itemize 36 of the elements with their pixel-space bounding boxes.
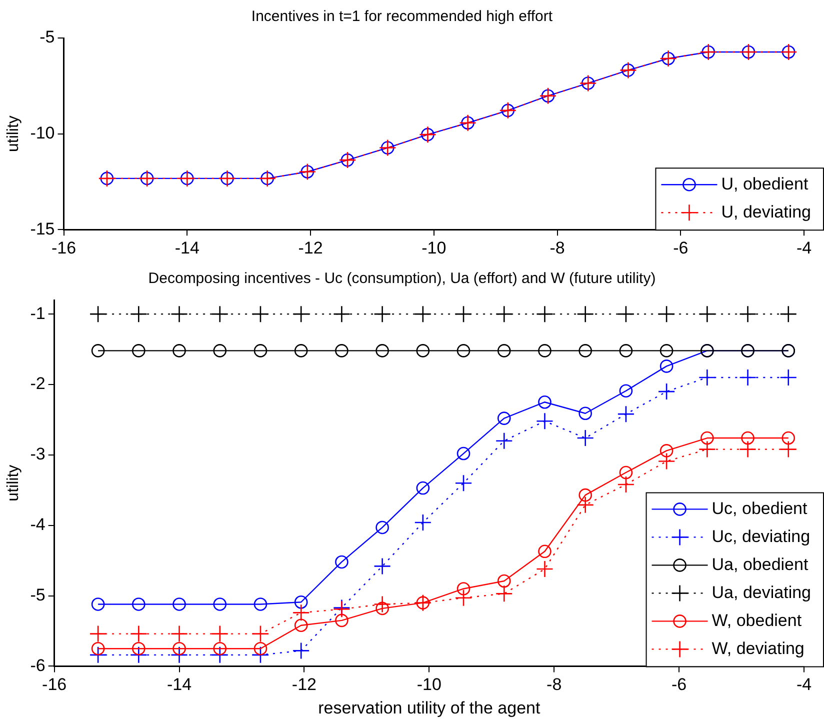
x-tick-label: -14 [174, 238, 200, 258]
chart-title: Decomposing incentives - Uc (consumption), Ua (effort) and W (future utility) [148, 270, 656, 288]
y-axis-title: utility [5, 116, 22, 152]
y-tick-label: -1 [30, 304, 46, 323]
legend-label: Uc, deviating [712, 526, 810, 546]
x-tick-label: -16 [51, 238, 76, 258]
y-tick-label: -5 [40, 28, 55, 47]
legend-label: U, deviating [721, 202, 812, 222]
x-tick-label: -6 [673, 238, 688, 258]
x-tick-label: -14 [166, 675, 192, 694]
x-tick-label: -10 [422, 238, 446, 258]
legend-label: Ua, deviating [712, 582, 812, 602]
legend-label: W, obedient [712, 610, 802, 630]
y-tick-label: -10 [30, 123, 55, 142]
x-tick-label: -4 [796, 675, 812, 694]
legend-label: Ua, obedient [712, 554, 808, 574]
x-tick-label: -12 [292, 675, 316, 694]
y-axis-title: utility [5, 464, 22, 502]
x-axis-title: reservation utility of the agent [318, 698, 540, 718]
x-tick-label: -8 [546, 675, 562, 694]
chart-title: Incentives in t=1 for recommended high effort [251, 8, 554, 26]
x-tick-label: -6 [671, 675, 687, 694]
x-tick-label: -4 [796, 238, 812, 258]
legend-label: Uc, obedient [712, 498, 808, 518]
x-tick-label: -8 [550, 238, 565, 258]
legend-label: U, obedient [721, 174, 808, 194]
x-tick-label: -16 [42, 675, 67, 694]
x-tick-label: -12 [298, 238, 323, 258]
y-tick-label: -5 [30, 585, 46, 604]
y-tick-label: -2 [30, 374, 46, 394]
legend-label: W, deviating [712, 638, 804, 658]
y-tick-label: -3 [30, 444, 46, 464]
y-tick-label: -6 [30, 656, 46, 675]
x-tick-label: -10 [416, 675, 442, 694]
y-tick-label: -15 [30, 219, 55, 238]
y-tick-label: -4 [30, 515, 46, 534]
